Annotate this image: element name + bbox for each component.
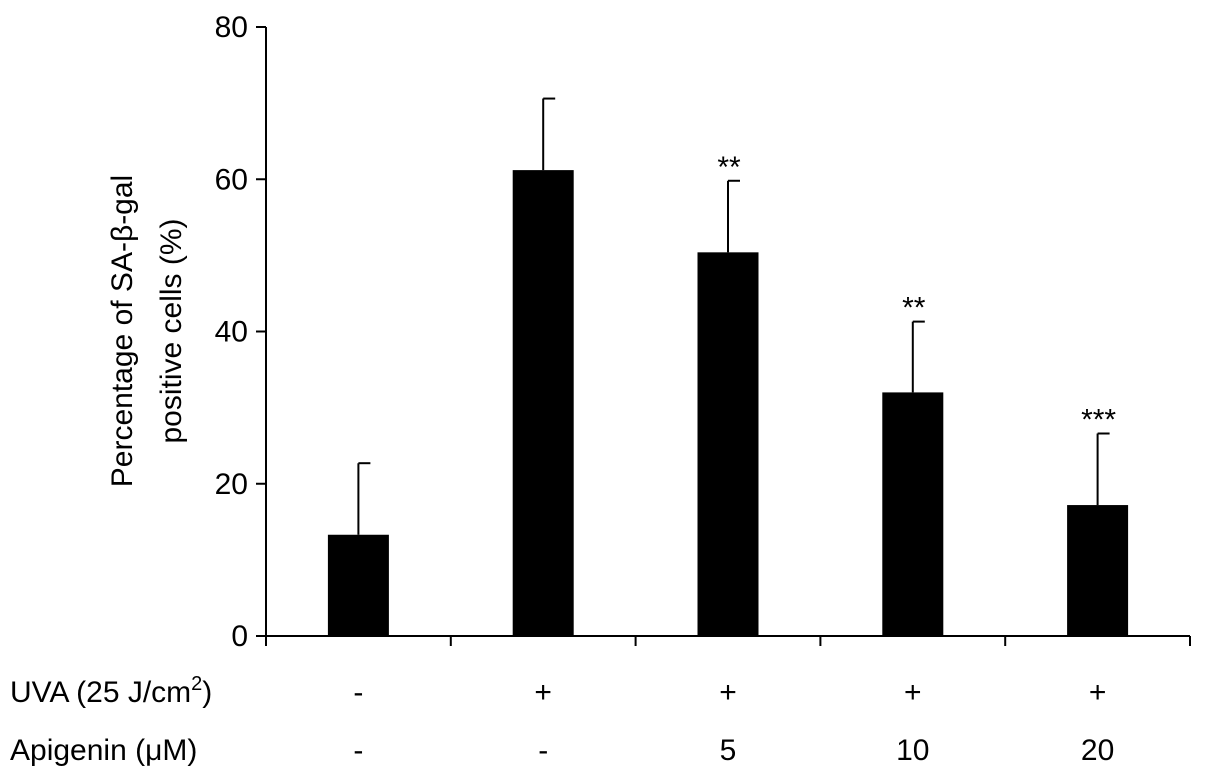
y-axis-label-line: Percentage of SA-β-gal [106,175,139,487]
factor-row-label: Apigenin (μM) [10,734,197,767]
bar [697,252,759,636]
y-axis-label: Percentage of SA-β-gal positive cells (%) [106,175,188,487]
factor-row-value: + [1089,676,1107,709]
factor-row-value: + [534,676,552,709]
bar [512,170,574,637]
factor-row-value: - [353,676,363,709]
factor-row-value: - [538,734,548,767]
significance-label: *** [1081,404,1116,437]
y-tick-label: 40 [215,316,248,349]
y-tick-label: 80 [215,11,248,44]
factor-row-value: + [719,676,737,709]
factor-rows: UVA (25 J/cm2) - + + + + Apigenin (μM) - - 5 10 20 [10,673,1114,767]
factor-row-value: + [904,676,922,709]
factor-row-label-superscript: 2 [191,673,202,695]
factor-row-value: 20 [1081,734,1114,767]
factor-row-value: 10 [896,734,929,767]
significance-label: ** [717,151,741,184]
axes: 0 20 40 60 80 [215,11,1191,653]
factor-row-label-text: UVA (25 J/cm [10,676,191,709]
y-tick-label: 20 [215,468,248,501]
bar [327,534,389,636]
y-tick-label: 60 [215,163,248,196]
factor-row-label-text: Apigenin (μM) [10,734,197,767]
factor-row-label: UVA (25 J/cm2) [10,673,212,709]
significance-label: ** [902,292,926,325]
y-axis-label-line: positive cells (%) [155,218,188,443]
bars: ******* [327,97,1129,637]
factor-row-value: - [353,734,363,767]
factor-row-label-tail: ) [202,676,212,709]
y-tick-label: 0 [231,620,248,653]
factor-row-value: 5 [720,734,737,767]
bar [882,392,944,636]
bar [1067,505,1129,636]
